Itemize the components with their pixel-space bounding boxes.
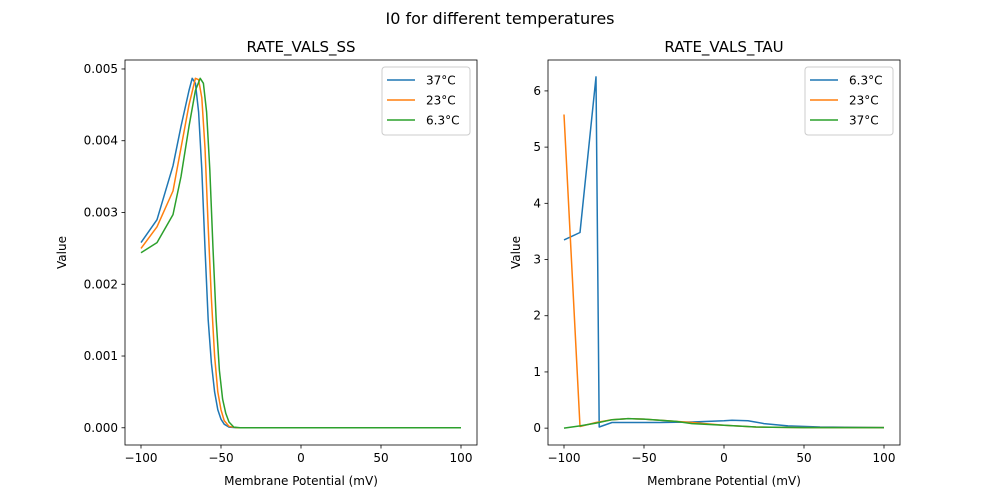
x-tick-label: −100: [125, 451, 158, 465]
legend-box: [381, 66, 471, 136]
series-line-37°C: [140, 77, 461, 429]
subplot-2: −100 −50 0 50 100 0 1 2 3 4 5 6 RATE_VALS_TAU Membran…: [509, 38, 901, 488]
legend-box: [804, 66, 894, 136]
subplot-title: RATE_VALS_SS: [246, 38, 355, 57]
y-tick-label: 3: [533, 253, 541, 267]
y-tick-label: 0.003: [84, 205, 118, 219]
y-tick-label: 0.000: [84, 421, 118, 435]
legend-label: 23°C: [849, 94, 879, 108]
y-tick-label: 0: [533, 421, 541, 435]
y-tick-label: 5: [533, 140, 541, 154]
x-tick-label: 50: [373, 451, 388, 465]
legend: 6.3°C 23°C 37°C: [804, 66, 894, 136]
subplot-title: RATE_VALS_TAU: [664, 38, 783, 57]
x-axis-label: Membrane Potential (mV): [224, 474, 378, 488]
legend-label: 23°C: [426, 94, 456, 108]
y-tick-label: 0.002: [84, 277, 118, 291]
y-axis-label: Value: [509, 236, 523, 269]
legend-label: 6.3°C: [426, 114, 459, 128]
y-tick-label: 1: [533, 365, 541, 379]
series-line-37°C: [563, 417, 884, 429]
x-tick-label: −100: [548, 451, 581, 465]
legend: 37°C 23°C 6.3°C: [381, 66, 471, 136]
series-line-23°C: [563, 114, 884, 429]
x-tick-label: 50: [796, 451, 811, 465]
y-tick-label: 0.001: [84, 349, 118, 363]
figure-suptitle: I0 for different temperatures: [385, 9, 614, 28]
y-axis-label: Value: [55, 236, 69, 269]
subplot-1: −100 −50 0 50 100 0.000 0.001 0.002 0.003 0.004 0.…: [55, 38, 478, 488]
series-line-6.3°C: [140, 77, 461, 429]
y-tick-label: 6: [533, 84, 541, 98]
y-tick-label: 2: [533, 309, 541, 323]
legend-label: 6.3°C: [849, 74, 882, 88]
series-line-23°C: [140, 77, 461, 429]
x-tick-label: −50: [208, 451, 233, 465]
x-axis-label: Membrane Potential (mV): [647, 474, 801, 488]
y-tick-label: 0.005: [84, 62, 118, 76]
legend-label: 37°C: [426, 74, 456, 88]
x-tick-label: 0: [297, 451, 305, 465]
x-tick-label: 0: [720, 451, 728, 465]
x-tick-label: 100: [450, 451, 473, 465]
x-tick-label: −50: [631, 451, 656, 465]
x-tick-label: 100: [873, 451, 896, 465]
y-tick-label: 0.004: [84, 134, 118, 148]
legend-label: 37°C: [849, 114, 879, 128]
y-tick-label: 4: [533, 196, 541, 210]
